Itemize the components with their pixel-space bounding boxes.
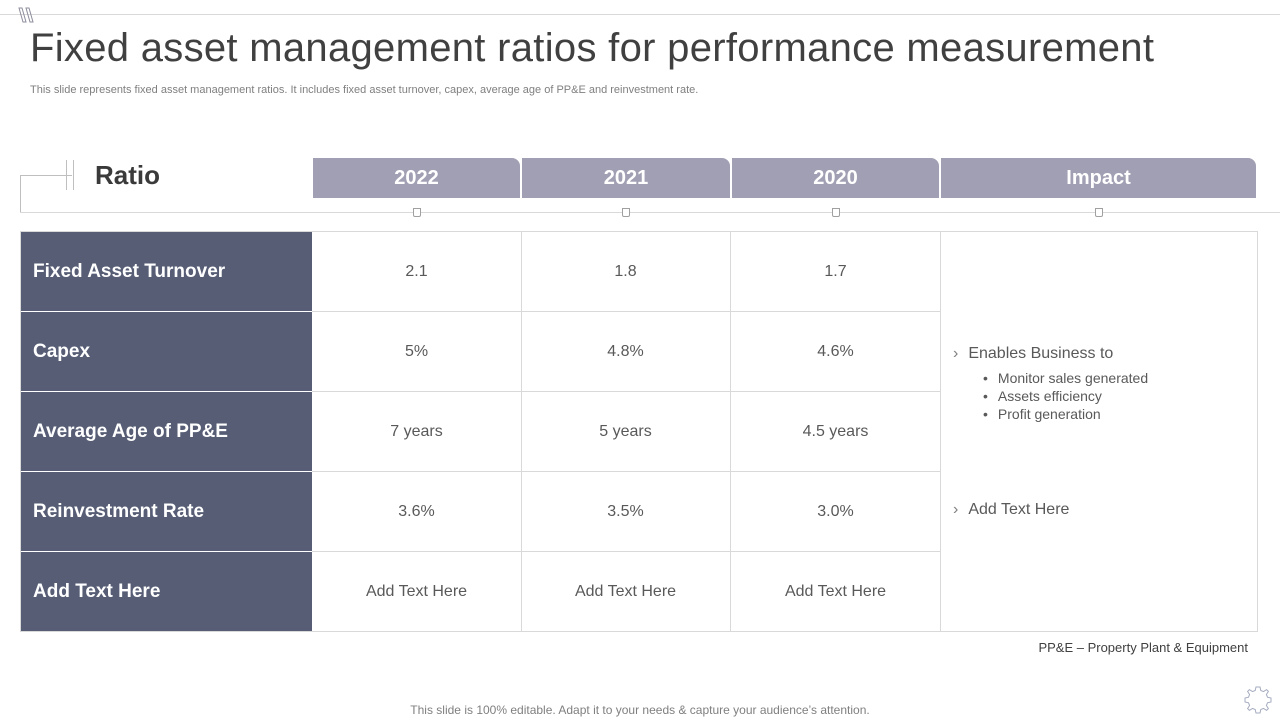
impact-sub-list: Monitor sales generated Assets efficienc… xyxy=(953,369,1148,423)
column-divider xyxy=(521,231,522,632)
table-cell: 3.5% xyxy=(607,503,644,520)
slide-logo-icon xyxy=(18,7,34,23)
column-connector-icon xyxy=(622,208,630,217)
table-cell: 1.7 xyxy=(824,263,847,280)
column-connector-icon xyxy=(1095,208,1103,217)
row-divider xyxy=(312,471,940,472)
impact-point-2: › Add Text Here xyxy=(953,501,1069,519)
ratio-frame-line xyxy=(66,160,67,190)
impact-point-2-text: Add Text Here xyxy=(968,501,1070,518)
row-divider xyxy=(312,391,940,392)
chevron-right-icon: › xyxy=(953,345,959,362)
table-cell: 7 years xyxy=(390,423,443,440)
impact-sub-item: Profit generation xyxy=(983,405,1148,423)
column-header-2022: 2022 xyxy=(313,158,520,198)
editable-footer: This slide is 100% editable. Adapt it to… xyxy=(410,703,870,717)
table-cell: Add Text Here xyxy=(365,583,468,600)
column-connector-icon xyxy=(832,208,840,217)
row-label-average-age: Average Age of PP&E xyxy=(21,392,312,471)
column-divider xyxy=(940,231,941,632)
impact-sub-item: Assets efficiency xyxy=(983,387,1148,405)
table-cell: 3.6% xyxy=(398,503,435,520)
row-label-capex: Capex xyxy=(21,312,312,391)
column-connector-icon xyxy=(413,208,421,217)
table-cell: 3.0% xyxy=(817,503,854,520)
row-label-fixed-asset-turnover: Fixed Asset Turnover xyxy=(21,232,312,311)
table-cell: 5 years xyxy=(599,423,652,440)
table-cell: 2.1 xyxy=(405,263,428,280)
table-cell: 4.8% xyxy=(607,343,644,360)
table-cell: Add Text Here xyxy=(574,583,677,600)
ratio-table xyxy=(20,231,1258,632)
row-divider xyxy=(312,311,940,312)
page-title: Fixed asset management ratios for perfor… xyxy=(30,26,1155,70)
top-divider xyxy=(0,14,1280,15)
column-header-2021: 2021 xyxy=(522,158,730,198)
row-label-reinvestment-rate: Reinvestment Rate xyxy=(21,472,312,551)
ratio-frame-line xyxy=(20,175,72,176)
chevron-right-icon: › xyxy=(953,501,959,518)
impact-sub-item: Monitor sales generated xyxy=(983,369,1148,387)
row-divider xyxy=(312,551,940,552)
column-header-2020: 2020 xyxy=(732,158,939,198)
ratio-header: Ratio xyxy=(95,160,160,190)
column-header-impact: Impact xyxy=(941,158,1256,198)
column-divider xyxy=(730,231,731,632)
table-cell: Add Text Here xyxy=(784,583,887,600)
impact-point-1-text: Enables Business to xyxy=(968,345,1114,362)
abbreviation-footnote: PP&E – Property Plant & Equipment xyxy=(1038,640,1248,655)
header-divider xyxy=(20,212,1280,213)
row-label-add-text: Add Text Here xyxy=(21,552,312,631)
impact-point-1: › Enables Business to Monitor sales gener… xyxy=(953,345,1148,423)
ratio-frame-line xyxy=(73,160,74,190)
ratio-frame-line xyxy=(20,175,21,213)
table-cell: 4.6% xyxy=(817,343,854,360)
table-cell: 1.8 xyxy=(614,263,637,280)
table-cell: 5% xyxy=(404,343,429,360)
gear-icon xyxy=(1244,686,1272,714)
table-cell: 4.5 years xyxy=(802,423,869,440)
page-subtitle: This slide represents fixed asset manage… xyxy=(30,84,699,96)
